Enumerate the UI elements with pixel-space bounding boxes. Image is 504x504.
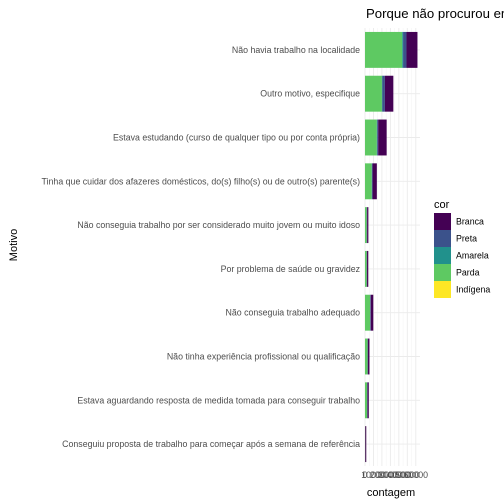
x-tick-label: 60000 <box>404 470 429 480</box>
bar-segment-branca <box>370 294 374 331</box>
legend-label: Preta <box>456 234 477 244</box>
bar-segment-branca <box>378 119 387 156</box>
bar-segment-parda <box>365 294 371 331</box>
bar-segment-branca <box>365 426 367 463</box>
bar-segment-preta <box>371 163 373 200</box>
category-label: Não conseguia trabalho por ser considera… <box>77 220 360 230</box>
x-axis-title: contagem <box>367 487 415 499</box>
x-tick-label: 30000 <box>378 470 403 480</box>
category-labels: Não havia trabalho na localidade Outro mo… <box>42 45 361 449</box>
legend-label: Indígena <box>456 285 490 295</box>
category-label: Estava estudando (curso de qualquer tipo… <box>113 133 360 143</box>
bar-segment-parda <box>365 207 367 244</box>
category-label: Conseguiu proposta de trabalho para come… <box>62 439 360 449</box>
category-label: Estava aguardando resposta de medida tom… <box>77 395 360 405</box>
x-tick-label: 0 <box>363 470 368 480</box>
category-label: Não conseguia trabalho adequado <box>225 308 360 318</box>
bar-segment-parda <box>365 31 403 68</box>
bar-segment-branca <box>384 75 394 112</box>
legend-label: Branca <box>456 217 484 227</box>
bar-segment-amarela <box>402 31 404 68</box>
legend-key-amarela <box>434 247 451 264</box>
legend-title: cor <box>434 199 450 211</box>
bar-segment-preta <box>377 119 379 156</box>
bar-segment-branca <box>406 31 418 68</box>
x-tick-label: 50000 <box>395 470 420 480</box>
category-label: Não tinha experiência profissional ou qu… <box>167 352 360 362</box>
legend-label: Amarela <box>456 251 489 261</box>
bar-segment-parda <box>365 119 377 156</box>
x-tick-label: 40000 <box>387 470 412 480</box>
bar-segment-branca <box>367 382 369 419</box>
bar-segment-preta <box>370 294 371 331</box>
bar-segment-parda <box>365 338 368 375</box>
bar-segment-parda <box>365 163 372 200</box>
bar-segment-parda <box>365 382 368 419</box>
plot-bars <box>365 31 418 463</box>
x-tick-label: 20000 <box>370 470 395 480</box>
category-label: Outro motivo, especifique <box>260 89 360 99</box>
bar-segment-branca <box>367 207 369 244</box>
legend-key-indígena <box>434 281 451 298</box>
bar-segment-branca <box>367 338 370 375</box>
category-label: Por problema de saúde ou gravidez <box>221 264 360 274</box>
bar-segment-branca <box>372 163 377 200</box>
legend-label: Parda <box>456 268 480 278</box>
bar-segment-parda <box>365 75 382 112</box>
legend-key-parda <box>434 264 451 281</box>
legend: cor Branca Preta Amarela Parda Indígena <box>434 199 490 298</box>
chart-title: Porque não procurou em <box>366 6 504 21</box>
legend-key-branca <box>434 213 451 230</box>
category-label: Não havia trabalho na localidade <box>232 45 360 55</box>
bar-segment-parda <box>365 250 367 287</box>
x-tick-label: 10000 <box>361 470 386 480</box>
legend-key-preta <box>434 230 451 247</box>
y-axis-title: Motivo <box>8 229 20 261</box>
bar-segment-preta <box>382 75 385 112</box>
category-label: Tinha que cuidar dos afazeres domésticos… <box>42 176 361 186</box>
bar-segment-branca <box>367 250 369 287</box>
bar-segment-preta <box>403 31 407 68</box>
